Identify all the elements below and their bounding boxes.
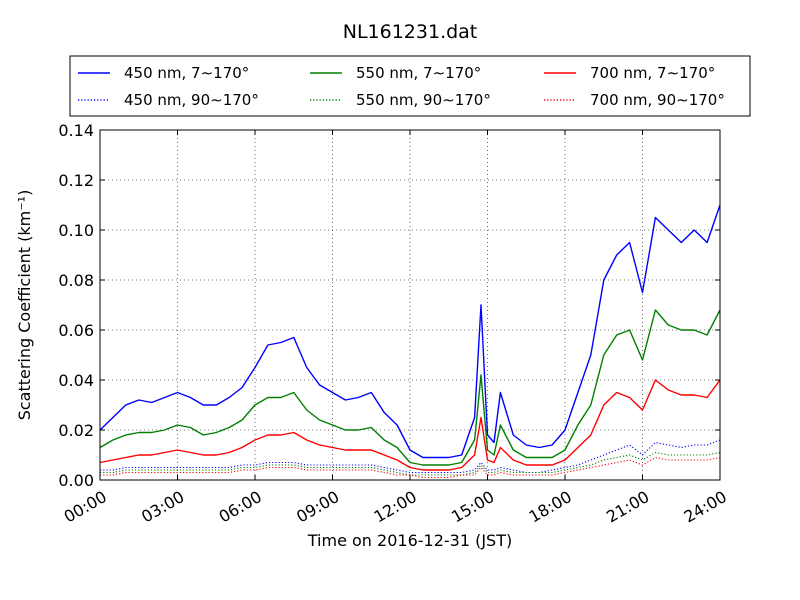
y-tick-label: 0.04 bbox=[58, 371, 94, 390]
y-tick-label: 0.14 bbox=[58, 121, 94, 140]
x-tick-label: 06:00 bbox=[216, 487, 265, 527]
y-tick-label: 0.12 bbox=[58, 171, 94, 190]
legend-box bbox=[69, 55, 751, 117]
legend: 450 nm, 7∼170° 450 nm, 90∼170° 550 nm, 7∼1… bbox=[69, 55, 751, 117]
series-line-4 bbox=[99, 379, 721, 471]
x-tick-label: 24:00 bbox=[681, 487, 730, 527]
series-lines bbox=[99, 204, 721, 479]
y-axis-label: Scattering Coefficient (km⁻¹) bbox=[15, 190, 34, 421]
legend-label-3: 550 nm, 90∼170° bbox=[356, 91, 491, 109]
x-tick-label: 03:00 bbox=[138, 487, 187, 527]
legend-label-5: 700 nm, 90∼170° bbox=[590, 91, 725, 109]
x-tick-label: 15:00 bbox=[448, 487, 497, 527]
chart-title: NL161231.dat bbox=[343, 21, 478, 43]
series-line-0 bbox=[99, 204, 721, 459]
legend-label-0: 450 nm, 7∼170° bbox=[124, 64, 249, 82]
x-tick-label: 21:00 bbox=[603, 487, 652, 527]
y-tick-label: 0.02 bbox=[58, 421, 94, 440]
series-line-3 bbox=[100, 451, 721, 476]
x-tick-label: 09:00 bbox=[293, 487, 342, 527]
x-tick-label: 18:00 bbox=[526, 487, 575, 527]
series-line-2 bbox=[99, 309, 721, 466]
series-line-1 bbox=[100, 439, 721, 474]
legend-label-1: 450 nm, 90∼170° bbox=[124, 91, 259, 109]
x-tick-label: 12:00 bbox=[371, 487, 420, 527]
x-axis-label: Time on 2016-12-31 (JST) bbox=[307, 531, 512, 550]
grid-lines bbox=[100, 130, 720, 480]
legend-label-4: 700 nm, 7∼170° bbox=[590, 64, 715, 82]
y-tick-label: 0.10 bbox=[58, 221, 94, 240]
x-tick-label: 00:00 bbox=[61, 487, 110, 527]
y-axis-ticks: 0.00 0.02 0.04 0.06 0.08 0.10 0.12 0.14 bbox=[58, 121, 720, 490]
y-tick-label: 0.06 bbox=[58, 321, 94, 340]
y-tick-label: 0.00 bbox=[58, 471, 94, 490]
legend-label-2: 550 nm, 7∼170° bbox=[356, 64, 481, 82]
y-tick-label: 0.08 bbox=[58, 271, 94, 290]
